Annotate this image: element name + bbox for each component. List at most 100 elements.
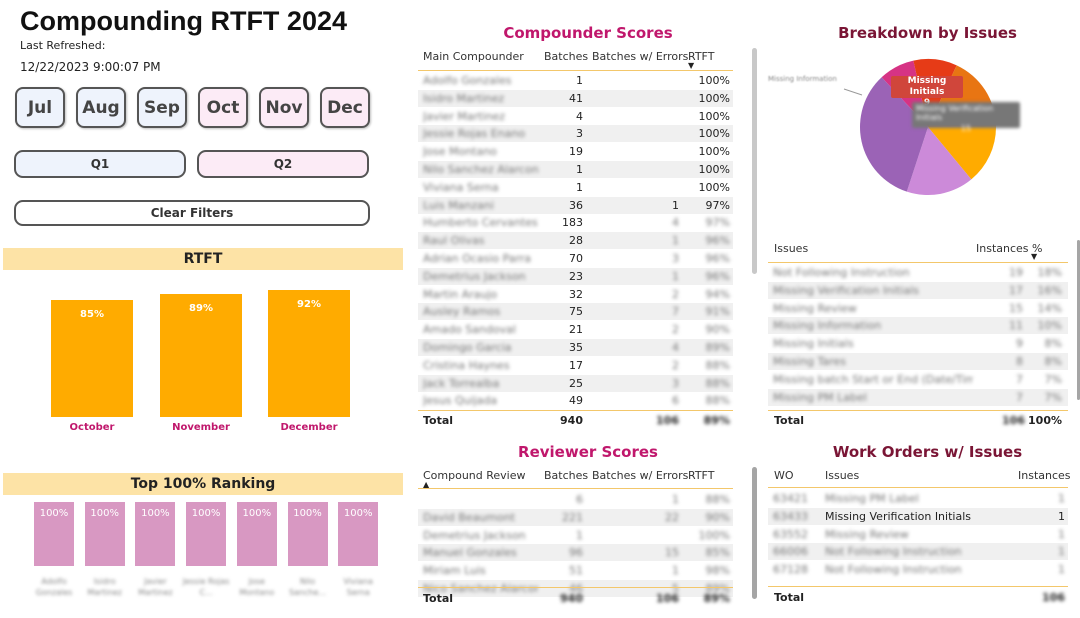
col-batches-errors[interactable]: Batches w/ Errors — [592, 50, 689, 63]
month-button-jul[interactable]: Jul — [15, 87, 65, 128]
table-row[interactable]: Miriam Luis 51 1 98% — [418, 562, 733, 579]
table-row[interactable]: Cristina Haynes 17 2 88% — [418, 357, 733, 374]
table-cell: 96 — [569, 546, 583, 560]
table-row[interactable]: Missing PM Label 7 7% — [768, 388, 1068, 406]
sort-asc-icon[interactable]: ▲ — [423, 480, 430, 489]
table-row[interactable]: 63552 Missing Review 1 — [768, 526, 1068, 543]
table-row[interactable]: Humberto Cervantes 183 4 97% — [418, 214, 733, 231]
table-cell: Javier Martinez — [423, 109, 505, 123]
table-row[interactable]: Jesus Quijada 49 6 88% — [418, 392, 733, 409]
col-compound-review[interactable]: Compound Review — [423, 469, 526, 482]
month-button-oct[interactable]: Oct — [198, 87, 248, 128]
pie-slice[interactable] — [928, 126, 996, 180]
col-wo-issues[interactable]: Issues — [825, 469, 860, 482]
table-row[interactable]: Demetrius Jackson 1 100% — [418, 527, 733, 544]
table-cell: Nilo Sanchez Alarcon — [423, 163, 538, 176]
table-row[interactable]: Adolfo Gonzales 1 100% — [418, 72, 733, 89]
table-cell: 89% — [705, 341, 730, 354]
table-row[interactable]: Not Following Instruction 19 18% — [768, 264, 1068, 281]
sort-desc-icon[interactable]: ▼ — [688, 61, 695, 70]
col-wo-instances[interactable]: Instances — [1018, 469, 1071, 482]
col-reviewer-rtft[interactable]: RTFT — [688, 469, 715, 482]
table-cell: Demetrius Jackson — [423, 269, 526, 283]
table-cell: 4 — [576, 109, 583, 123]
table-cell: 4 — [672, 341, 679, 354]
table-row[interactable]: Nilo Sanchez Alarcon 1 100% — [418, 161, 733, 178]
table-cell: 15 — [1009, 301, 1023, 315]
clear-filters-button[interactable]: Clear Filters — [14, 200, 370, 226]
month-button-dec[interactable]: Dec — [320, 87, 370, 128]
col-percent[interactable]: % — [1032, 242, 1043, 255]
ranking-bar[interactable] — [236, 502, 277, 566]
pie-slice[interactable] — [860, 77, 928, 192]
rtft-bar-category-label: December — [280, 422, 338, 433]
table-row[interactable]: Domingo Garcia 35 4 89% — [418, 339, 733, 356]
table-row[interactable]: 66006 Not Following Instruction 1 — [768, 543, 1068, 561]
month-button-aug[interactable]: Aug — [76, 87, 126, 128]
table-row[interactable]: Missing Review 15 14% — [768, 300, 1068, 317]
col-batches[interactable]: Batches — [544, 50, 589, 63]
table-row[interactable]: 63421 Missing PM Label 1 — [768, 490, 1068, 507]
table-cell: 3 — [672, 376, 679, 390]
table-row[interactable]: Jack Torrealba 25 3 88% — [418, 374, 733, 392]
table-row[interactable]: Martin Araujo 32 2 94% — [418, 286, 733, 303]
rtft-bar[interactable] — [51, 300, 133, 417]
breakdown-scrollbar[interactable] — [1077, 240, 1080, 400]
rtft-bar[interactable] — [160, 294, 242, 417]
table-row[interactable]: Missing batch Start or End (Date/Time) 7 7… — [768, 371, 1068, 388]
table-row[interactable]: David Beaumont 221 22 90% — [418, 508, 733, 526]
table-cell: Ausley Ramos — [423, 305, 501, 319]
table-row[interactable]: Manuel Gonzales 96 15 85% — [418, 544, 733, 562]
table-row[interactable]: Nico Sanchez Alarcon 46 5 89% — [418, 580, 733, 597]
ranking-bar[interactable] — [84, 502, 125, 566]
compounder-scrollbar[interactable] — [752, 48, 757, 274]
ranking-bar[interactable] — [34, 502, 74, 566]
table-row[interactable]: Missing Tares 8 8% — [768, 353, 1068, 370]
col-wo[interactable]: WO — [774, 469, 794, 482]
table-row[interactable]: Isidro Martinez 41 100% — [418, 89, 733, 107]
sort-desc-icon[interactable]: ▼ — [1031, 252, 1038, 261]
table-row[interactable]: 67128 Not Following Instruction 1 — [768, 561, 1068, 578]
col-issues[interactable]: Issues — [774, 242, 809, 255]
table-row[interactable]: Demetrius Jackson 23 1 96% — [418, 267, 733, 285]
table-cell: 1 — [1058, 527, 1065, 541]
table-cell: 7% — [1044, 372, 1062, 386]
table-cell: 1 — [576, 528, 583, 542]
table-row[interactable]: Javier Martinez 4 100% — [418, 108, 733, 125]
ranking-bar[interactable] — [338, 502, 379, 566]
table-row[interactable]: Jose Montano 19 100% — [418, 143, 733, 160]
table-row[interactable]: Viviana Serna 1 100% — [418, 179, 733, 196]
work-orders-scrollbar[interactable] — [752, 467, 757, 599]
quarter-button-q1[interactable]: Q1 — [14, 150, 186, 178]
pie-leader-line — [843, 88, 863, 96]
table-row[interactable]: Ausley Ramos 75 7 91% — [418, 303, 733, 321]
table-row[interactable]: 63433 Missing Verification Initials 1 — [768, 507, 1068, 525]
ranking-bar[interactable] — [186, 502, 227, 566]
table-row[interactable]: Amado Sandoval 21 2 90% — [418, 321, 733, 338]
table-row[interactable]: Missing Initials 9 8% — [768, 335, 1068, 352]
ranking-bar[interactable] — [287, 502, 328, 566]
table-row[interactable]: Jessie Rojas Enano 3 100% — [418, 125, 733, 143]
col-main-compounder[interactable]: Main Compounder — [423, 50, 524, 63]
total-instances: 106 — [1042, 591, 1065, 604]
table-row[interactable]: 6 1 88% — [418, 491, 733, 508]
table-cell: 75 — [569, 305, 583, 319]
col-reviewer-batches[interactable]: Batches — [544, 469, 589, 482]
col-instances[interactable]: Instances — [976, 242, 1029, 255]
table-cell: 23 — [569, 269, 583, 283]
month-button-nov[interactable]: Nov — [259, 87, 309, 128]
ranking-bar[interactable] — [135, 502, 176, 566]
month-button-sep[interactable]: Sep — [137, 87, 187, 128]
rtft-bar[interactable] — [268, 290, 350, 417]
table-row[interactable]: Luis Manzani 36 1 97% — [418, 196, 733, 214]
table-row[interactable]: Adrian Ocasio Parra 70 3 96% — [418, 250, 733, 267]
col-reviewer-batches-errors[interactable]: Batches w/ Errors — [592, 469, 689, 482]
table-row[interactable]: Missing Verification Initials 17 16% — [768, 281, 1068, 299]
table-cell: 100% — [698, 127, 730, 141]
table-row[interactable]: Missing Information 11 10% — [768, 317, 1068, 335]
col-rtft[interactable]: RTFT — [688, 50, 715, 63]
table-cell: 89% — [705, 582, 730, 595]
quarter-button-q2[interactable]: Q2 — [197, 150, 369, 178]
pie-slice[interactable] — [906, 127, 972, 195]
table-row[interactable]: Raul Olivas 28 1 96% — [418, 232, 733, 250]
